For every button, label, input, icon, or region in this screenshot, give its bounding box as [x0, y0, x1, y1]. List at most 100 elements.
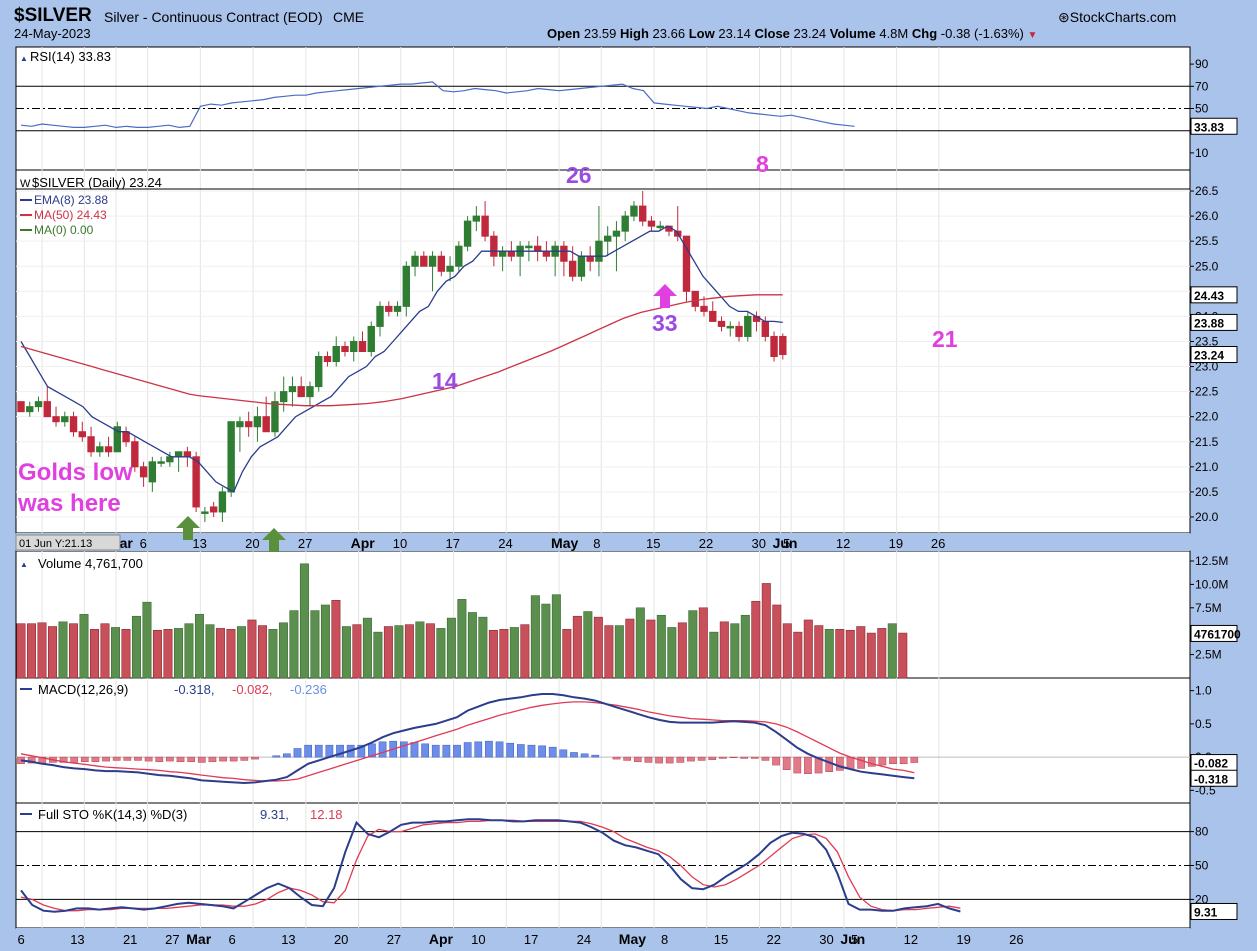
- date-tick-label: 10: [393, 536, 407, 551]
- date-tick-label: Jun: [840, 931, 865, 947]
- macd-histogram-bar-negative: [80, 756, 89, 763]
- date-tick-label: 19: [889, 536, 903, 551]
- macd-histogram-bar-negative: [229, 756, 238, 762]
- macd-histogram-bar-negative: [166, 756, 174, 762]
- candle-down: [761, 320, 770, 337]
- rsi-tick-label: 10: [1195, 146, 1209, 160]
- volume-bar-up: [110, 627, 120, 679]
- volume-bar-down: [677, 622, 687, 679]
- annotation-label: 21: [932, 326, 958, 352]
- sto-tick-label: 80: [1195, 825, 1209, 839]
- volume-bar-up: [824, 629, 834, 679]
- crosshair-readout: 01 Jun Y:21.13: [19, 538, 92, 550]
- volume-bar-down: [593, 616, 603, 679]
- date-tick-label: 19: [956, 932, 970, 947]
- volume-bar-down: [37, 622, 47, 679]
- volume-bar-down: [247, 619, 257, 679]
- candle-down: [358, 340, 367, 353]
- annotation-label: 14: [432, 368, 458, 394]
- macd-histogram-bar-positive: [580, 753, 589, 758]
- sto-tick-label: 20: [1195, 892, 1209, 906]
- candle-up: [227, 421, 235, 493]
- candle-down: [323, 356, 332, 363]
- candle-up: [577, 255, 586, 277]
- candle-down: [43, 401, 51, 418]
- candle-down: [104, 446, 113, 453]
- candle-down: [437, 255, 446, 272]
- macd-tick-label: 1.0: [1195, 684, 1212, 698]
- macd-title: MACD(12,26,9): [38, 682, 128, 697]
- brand-logo[interactable]: ⊛StockCharts.com: [1058, 9, 1176, 26]
- volume-legend-marker-icon: ▲: [20, 560, 28, 569]
- volume-bar-down: [47, 626, 57, 679]
- macd-histogram-bar-positive: [357, 744, 366, 758]
- date-tick-label: May: [551, 535, 578, 551]
- volume-bar-down: [866, 632, 876, 679]
- panel-macd: [15, 677, 1191, 804]
- chart-date: 24-May-2023: [14, 26, 91, 41]
- macd-histogram-bar-negative: [208, 756, 217, 763]
- macd-tick-label: -0.5: [1195, 783, 1216, 797]
- macd-histogram-bar-positive: [591, 754, 600, 758]
- candle-up: [253, 416, 262, 428]
- date-axis-top: [16, 533, 1190, 551]
- candle-up: [621, 215, 629, 232]
- volume-last-label-box: [1190, 624, 1238, 642]
- high-value: 23.66: [652, 26, 686, 41]
- macd-value: -0.236: [290, 682, 327, 697]
- candle-up: [595, 240, 603, 262]
- volume-bar-up: [509, 627, 519, 679]
- candle-up: [498, 250, 507, 257]
- candle-up: [463, 220, 472, 247]
- date-tick-label: 21: [123, 932, 137, 947]
- volume-bar-up: [656, 614, 666, 679]
- price-tick-label: 25.0: [1195, 259, 1219, 273]
- volume-bar-down: [562, 629, 572, 679]
- volume-bar-up: [467, 612, 477, 679]
- candle-up: [218, 491, 227, 513]
- date-tick-label: 26: [931, 536, 945, 551]
- date-tick-label: 22: [767, 932, 781, 947]
- candle-down: [131, 441, 139, 468]
- volume-bar-up: [583, 611, 593, 679]
- macd-line: [20, 693, 915, 785]
- macd-histogram-bar-negative: [187, 756, 196, 763]
- candle-up: [350, 340, 358, 353]
- macd-histogram-bar-positive: [442, 744, 451, 758]
- down-arrow-icon: ▼: [1027, 30, 1038, 41]
- macd-histogram-bar-negative: [729, 756, 738, 759]
- date-tick-label: 6: [228, 932, 235, 947]
- candle-up: [26, 406, 34, 413]
- date-tick-label: 27: [387, 932, 401, 947]
- date-tick-label: 10: [471, 932, 485, 947]
- candle-up: [612, 230, 621, 237]
- date-tick-label: 15: [646, 536, 660, 551]
- macd-histogram-bar-positive: [421, 743, 429, 758]
- volume-bar-down: [488, 629, 498, 679]
- volume-bar-down: [331, 600, 341, 679]
- date-tick-label: Apr: [351, 535, 376, 551]
- candle-down: [639, 205, 647, 222]
- volume-bar-down: [100, 623, 110, 679]
- volume-bar-up: [278, 622, 288, 679]
- price-legend-marker-icon: W: [20, 178, 31, 190]
- macd-histogram-bar-negative: [719, 756, 727, 759]
- volume-bar-down: [845, 629, 855, 679]
- volume-bar-up: [205, 624, 215, 679]
- candle-down: [17, 401, 25, 413]
- volume-bar-up: [394, 625, 404, 679]
- price-tick-label: 20.0: [1195, 510, 1219, 524]
- candle-up: [525, 245, 533, 249]
- macd-histogram-bar-negative: [708, 756, 717, 761]
- date-tick-label: 12: [904, 932, 918, 947]
- volume-bar-up: [362, 617, 372, 679]
- date-tick-label: Mar: [186, 931, 211, 947]
- ma50-line: [20, 294, 783, 407]
- volume-bar-up: [530, 595, 540, 679]
- symbol: $SILVER: [14, 5, 92, 26]
- macd-histogram-bar-negative: [240, 756, 249, 761]
- volume-bar-down: [698, 607, 708, 679]
- rsi-tick-label: 70: [1195, 79, 1209, 93]
- macd-histogram-bar-positive: [378, 741, 387, 758]
